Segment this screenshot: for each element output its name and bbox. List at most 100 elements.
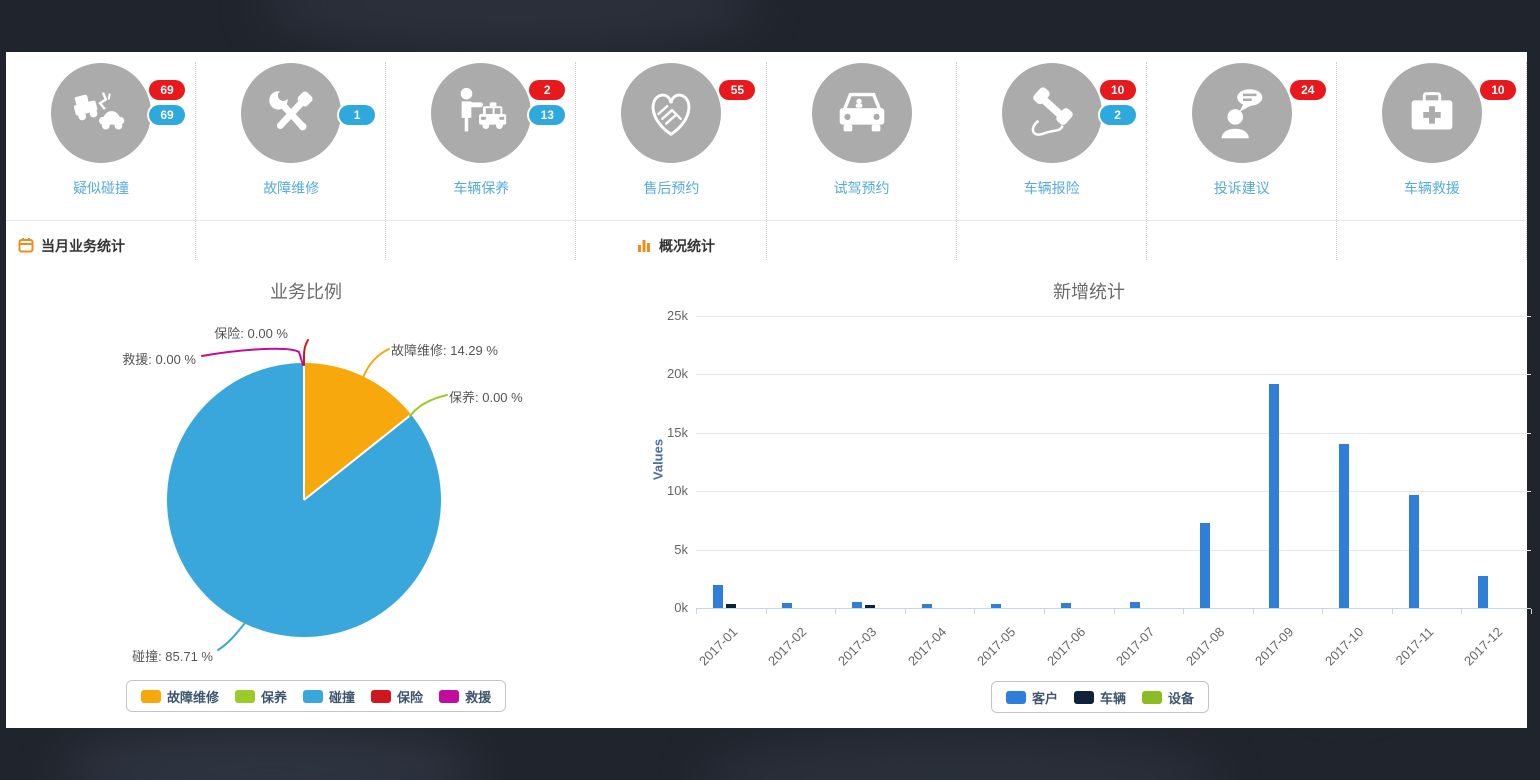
x-tick	[1322, 609, 1324, 614]
legend-swatch	[1074, 690, 1095, 704]
legend-swatch	[141, 689, 161, 703]
x-tick	[696, 609, 697, 614]
bar-客户-2017-02	[782, 603, 793, 608]
background-blur	[260, 0, 760, 50]
blue-badge: 69	[149, 105, 185, 125]
legend-label: 故障维修	[167, 689, 220, 705]
bar-车辆-2017-03	[864, 605, 875, 608]
car-front-icon	[811, 63, 912, 163]
y-tick-label: 5k	[674, 541, 688, 557]
phone-handset-icon	[1001, 63, 1102, 163]
x-tick	[1113, 609, 1115, 614]
left-section-title: 当月业务统计	[41, 238, 125, 254]
blue-badge: 1	[339, 105, 376, 125]
bar-chart-title: 新增统计	[1053, 282, 1125, 302]
x-tick-label: 2017-04	[904, 624, 949, 669]
bar-legend-item[interactable]: 设备	[1142, 688, 1194, 707]
pie-label-collision: 碰撞: 85.71 %	[132, 649, 213, 664]
x-tick	[1461, 609, 1463, 614]
pie-legend-item[interactable]: 保养	[235, 687, 287, 706]
pie-legend-item[interactable]: 保险	[371, 687, 423, 706]
x-tick	[1252, 609, 1254, 614]
gridline	[696, 549, 1531, 551]
service-label: 车辆报险	[1023, 180, 1080, 196]
legend-swatch	[235, 689, 256, 703]
pie-legend: 故障维修 保养 碰撞 保险 救援	[126, 680, 507, 712]
bar-客户-2017-05	[991, 603, 1002, 608]
pie-label-fault-repair: 故障维修: 14.29 %	[391, 343, 498, 358]
background-blur	[60, 730, 480, 780]
y-tick-label: 10k	[667, 483, 688, 499]
pie-label-maintenance: 保养: 0.00 %	[449, 390, 523, 405]
pie-legend-item[interactable]: 碰撞	[303, 687, 355, 706]
x-tick	[1531, 609, 1532, 614]
repair-tools-icon	[241, 63, 342, 163]
red-badge: 69	[149, 80, 185, 100]
x-tick-label: 2017-02	[765, 624, 810, 669]
bar-车辆-2017-01	[725, 604, 736, 608]
legend-swatch	[371, 689, 392, 703]
bar-客户-2017-06	[1060, 603, 1071, 608]
red-badge: 55	[719, 80, 756, 100]
bar-客户-2017-09	[1269, 383, 1280, 608]
bar-legend-item[interactable]: 车辆	[1074, 688, 1126, 707]
legend-swatch	[439, 689, 460, 703]
service-complaints-suggestions[interactable]: 24 投诉建议	[1147, 52, 1338, 260]
first-aid-kit-icon	[1381, 63, 1482, 163]
bar-客户-2017-08	[1199, 522, 1210, 608]
service-fault-repair[interactable]: 1 故障维修	[196, 52, 387, 260]
x-tick	[904, 609, 906, 614]
x-tick-label: 2017-03	[834, 624, 880, 669]
service-label: 车辆救援	[1403, 180, 1460, 196]
service-insurance-claim[interactable]: 10 2 车辆报险	[957, 52, 1147, 260]
slice-border	[303, 363, 305, 500]
x-axis-line	[696, 608, 1531, 609]
x-tick-label: 2017-10	[1321, 624, 1367, 669]
gridline	[696, 432, 1531, 434]
legend-swatch	[1006, 690, 1026, 704]
bar-客户-2017-10	[1339, 444, 1350, 608]
y-tick-label: 15k	[667, 424, 688, 440]
bar-legend: 客户 车辆 设备	[991, 681, 1210, 713]
service-vehicle-maintenance[interactable]: 2 13 车辆保养	[386, 52, 577, 260]
red-badge: 24	[1289, 80, 1326, 100]
red-badge: 10	[1479, 80, 1516, 100]
service-suspected-collision[interactable]: 69 69 疑似碰撞	[6, 52, 197, 260]
service-label: 疑似碰撞	[73, 180, 130, 196]
handshake-heart-icon	[621, 63, 722, 163]
service-label: 故障维修	[263, 180, 320, 196]
pie-legend-item[interactable]: 救援	[439, 687, 491, 706]
blue-badge: 13	[529, 105, 566, 125]
gridline	[696, 491, 1531, 493]
background-blur	[700, 735, 1220, 780]
legend-swatch	[1142, 690, 1163, 704]
x-tick	[1183, 609, 1185, 614]
red-badge: 10	[1099, 80, 1136, 100]
pie-chart	[167, 363, 441, 637]
x-tick	[1391, 609, 1393, 614]
x-tick	[974, 609, 976, 614]
main-panel: 69 69 疑似碰撞 1 故障维修	[6, 52, 1532, 728]
bar-客户-2017-12	[1478, 576, 1489, 608]
right-section-header: 概况统计	[636, 236, 715, 256]
bar-legend-item[interactable]: 客户	[1006, 688, 1058, 707]
person-taxi-icon	[431, 63, 532, 163]
service-vehicle-rescue[interactable]: 10 车辆救援	[1337, 52, 1528, 260]
legend-label: 救援	[465, 689, 492, 705]
service-label: 投诉建议	[1213, 180, 1270, 196]
service-aftersales-appointment[interactable]: 55 售后预约	[576, 52, 767, 260]
service-shortcut-row: 69 69 疑似碰撞 1 故障维修	[6, 52, 1528, 260]
x-tick-label: 2017-11	[1392, 624, 1436, 668]
bar-chart-icon	[636, 237, 652, 256]
y-tick-label: 20k	[667, 366, 688, 382]
y-tick-label: 0k	[674, 600, 688, 615]
pie-legend-item[interactable]: 故障维修	[141, 687, 219, 706]
left-section-header: 当月业务统计	[18, 236, 125, 256]
red-badge: 2	[529, 80, 566, 100]
service-label: 车辆保养	[453, 180, 510, 196]
service-test-drive-appointment[interactable]: 试驾预约	[767, 52, 957, 260]
legend-label: 车辆	[1100, 690, 1127, 706]
slice-border	[303, 413, 412, 501]
x-tick-label: 2017-12	[1461, 624, 1506, 669]
